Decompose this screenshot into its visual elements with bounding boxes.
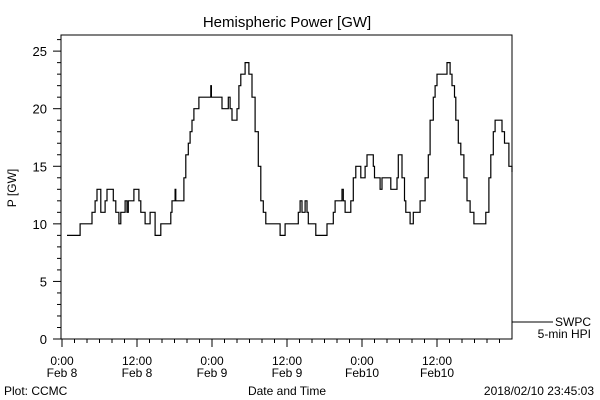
y-axis-label: P [GW] (5, 169, 19, 207)
x-tick-label-date: Feb10 (345, 366, 379, 380)
x-tick-label-date: Feb 9 (197, 366, 228, 380)
x-tick-label-time: 0:00 (200, 354, 224, 368)
x-tick-label-time: 12:00 (422, 354, 452, 368)
y-tick-label: 0 (40, 332, 47, 347)
x-tick-label-time: 12:00 (272, 354, 302, 368)
series-line-swpc-hpi (67, 62, 513, 236)
x-tick-label-time: 0:00 (350, 354, 374, 368)
y-axis: 0 5 10 15 20 25 (33, 39, 61, 347)
x-tick-label-date: Feb 8 (122, 366, 153, 380)
x-tick-label-time: 12:00 (122, 354, 152, 368)
y-tick-label: 15 (33, 159, 47, 174)
legend-label-type: 5-min HPI (538, 327, 591, 341)
y-tick-label: 20 (33, 102, 47, 117)
x-tick-label-date: Feb 8 (47, 366, 78, 380)
x-tick-label-time: 0:00 (50, 354, 74, 368)
chart-title: Hemispheric Power [GW] (203, 14, 371, 31)
y-tick-label: 5 (40, 274, 47, 289)
plot-timestamp: 2018/02/10 23:45:03 (484, 384, 594, 398)
x-tick-label-date: Feb 9 (272, 366, 303, 380)
plot-credit: Plot: CCMC (4, 384, 68, 398)
y-tick-label: 10 (33, 217, 47, 232)
legend-label-source: SWPC (555, 315, 591, 329)
legend: SWPC 5-min HPI (512, 315, 591, 341)
y-tick-label: 25 (33, 44, 47, 59)
x-tick-label-date: Feb10 (420, 366, 454, 380)
plot-frame (60, 34, 513, 340)
x-axis-label: Date and Time (248, 384, 326, 398)
